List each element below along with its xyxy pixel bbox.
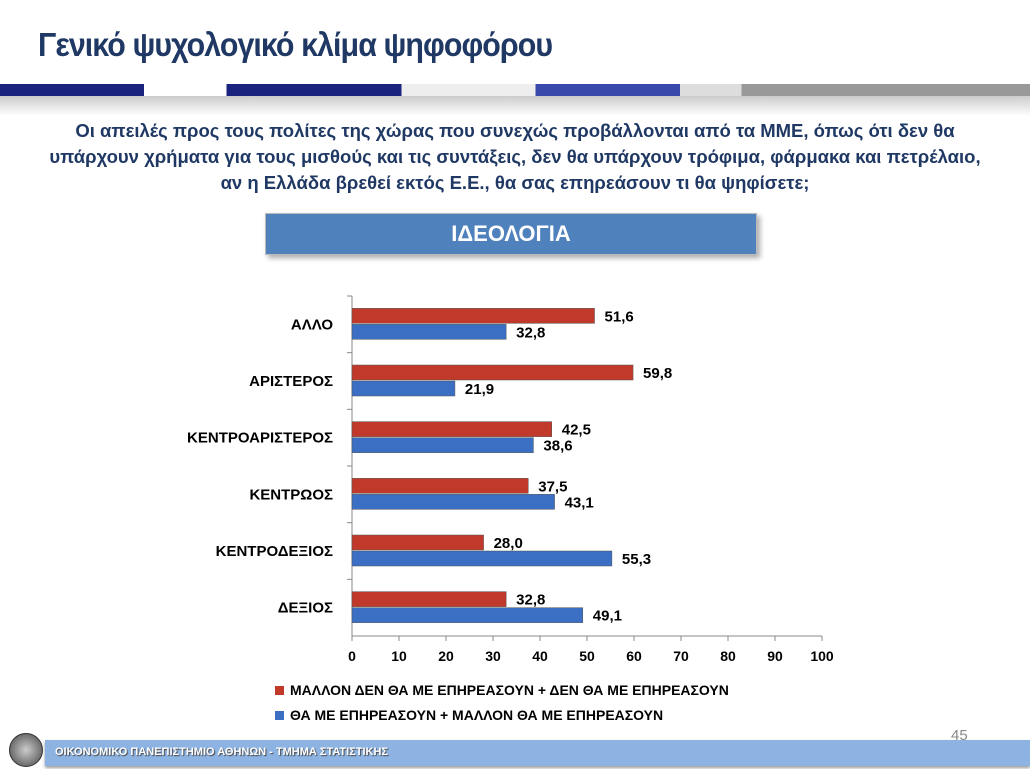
bar-red — [351, 534, 484, 551]
bar-blue — [351, 324, 507, 340]
page-title: Γενικό ψυχολογικό κλίμα ψηφοφόρου — [38, 26, 553, 63]
question-text: Οι απειλές προς τους πολίτες της χώρας π… — [49, 120, 981, 193]
category-label: ΑΡΙΣΤΕΡΟΣ — [249, 373, 333, 390]
category-label: ΔΕΞΙΟΣ — [278, 600, 333, 617]
footer-bar: ΟΙΚΟΝΟΜΙΚΟ ΠΑΝΕΠΙΣΤΗΜΙΟ ΑΘΗΝΩΝ - ΤΜΗΜΑ Σ… — [45, 740, 1030, 766]
data-label: 42,5 — [562, 422, 591, 439]
bar-red — [351, 308, 595, 324]
x-tick-label: 40 — [532, 648, 548, 664]
bar-red — [351, 591, 507, 607]
x-tick-label: 50 — [579, 648, 595, 664]
x-tick-label: 70 — [673, 648, 689, 664]
x-tick-label: 60 — [626, 648, 642, 664]
legend: ΜΑΛΛΟΝ ΔΕΝ ΘΑ ΜΕ ΕΠΗΡΕΑΣΟΥΝ + ΔΕΝ ΘΑ ΜΕ … — [275, 682, 729, 732]
bar-blue — [351, 550, 613, 567]
legend-item-blue: ΘΑ ΜΕ ΕΠΗΡΕΑΣΟΥΝ + ΜΑΛΛΟΝ ΘΑ ΜΕ ΕΠΗΡΕΑΣΟ… — [275, 707, 729, 723]
bar-blue — [351, 380, 456, 397]
bar-blue — [351, 494, 555, 510]
x-tick-label: 10 — [391, 648, 407, 664]
bar-chart: 0 10 20 30 40 50 60 70 80 90 100 ΑΛΛΟ 51,6 32,8 ΑΡΙΣΤΕ… — [187, 295, 834, 664]
data-label: 51,6 — [605, 308, 634, 325]
data-label: 32,8 — [516, 324, 545, 341]
legend-swatch — [275, 686, 284, 695]
category-label: ΑΛΛΟ — [291, 316, 333, 333]
x-tick-label: 80 — [720, 648, 736, 664]
data-label: 55,3 — [622, 551, 651, 568]
data-label: 38,6 — [543, 438, 572, 455]
category-label: ΚΕΝΤΡΟΑΡΙΣΤΕΡΟΣ — [187, 430, 333, 447]
x-tick-label: 30 — [485, 648, 501, 664]
bar-blue — [351, 437, 534, 453]
x-tick-label: 0 — [348, 648, 356, 664]
x-tick-label: 90 — [767, 648, 783, 664]
x-tick-label: 100 — [810, 648, 834, 664]
header-band — [0, 84, 1030, 96]
bar-red — [351, 478, 529, 494]
footer-text: ΟΙΚΟΝΟΜΙΚΟ ΠΑΝΕΠΙΣΤΗΜΙΟ ΑΘΗΝΩΝ - ΤΜΗΜΑ Σ… — [55, 746, 389, 758]
data-label: 21,9 — [465, 381, 494, 398]
legend-label: ΘΑ ΜΕ ΕΠΗΡΕΑΣΟΥΝ + ΜΑΛΛΟΝ ΘΑ ΜΕ ΕΠΗΡΕΑΣΟ… — [290, 707, 664, 723]
bar-red — [351, 421, 552, 437]
legend-label: ΜΑΛΛΟΝ ΔΕΝ ΘΑ ΜΕ ΕΠΗΡΕΑΣΟΥΝ + ΔΕΝ ΘΑ ΜΕ … — [290, 682, 729, 698]
bar-red — [351, 364, 634, 381]
section-label: ΙΔΕΟΛΟΓΙΑ — [265, 213, 757, 255]
data-label: 49,1 — [593, 608, 622, 625]
data-label: 43,1 — [565, 494, 594, 511]
category-label: ΚΕΝΤΡΟΔΕΞΙΟΣ — [216, 543, 333, 560]
category-label: ΚΕΝΤΡΩΟΣ — [249, 486, 333, 503]
data-label: 32,8 — [516, 592, 545, 609]
data-label: 28,0 — [494, 535, 523, 552]
data-label: 59,8 — [643, 365, 672, 382]
university-logo-icon — [9, 733, 43, 767]
data-label: 37,5 — [538, 478, 567, 495]
x-tick-label: 20 — [438, 648, 454, 664]
page-number: 45 — [951, 727, 968, 744]
legend-item-red: ΜΑΛΛΟΝ ΔΕΝ ΘΑ ΜΕ ΕΠΗΡΕΑΣΟΥΝ + ΔΕΝ ΘΑ ΜΕ … — [275, 682, 729, 698]
legend-swatch — [275, 711, 284, 720]
bar-blue — [351, 607, 584, 623]
